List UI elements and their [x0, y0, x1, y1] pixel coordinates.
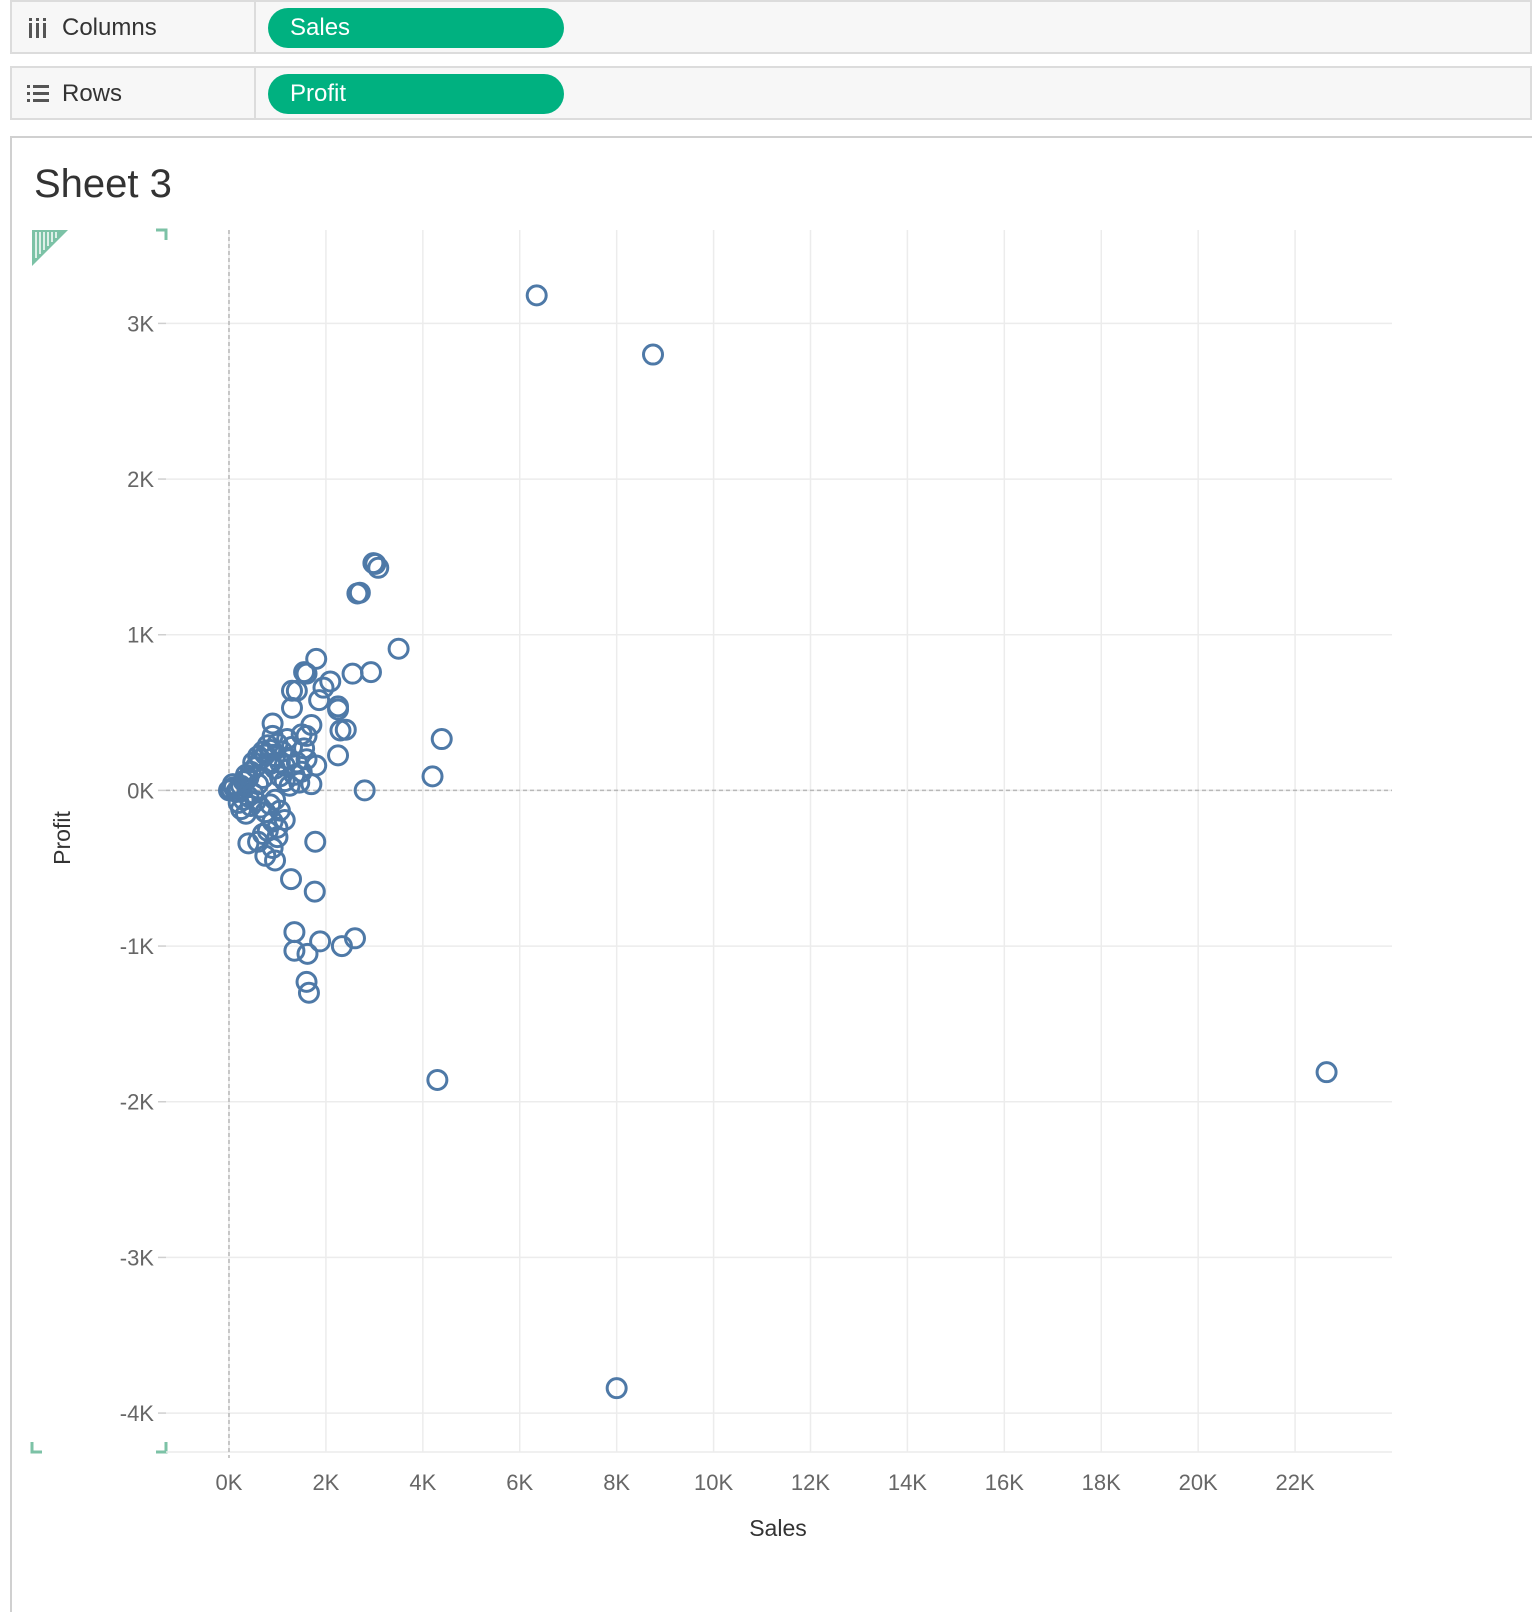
columns-shelf-label-cell: Columns	[12, 2, 256, 52]
y-tick-label: -2K	[120, 1090, 155, 1115]
y-tick-label: -1K	[120, 934, 155, 959]
data-point[interactable]	[387, 637, 410, 660]
data-point[interactable]	[295, 662, 318, 685]
data-point[interactable]	[367, 556, 390, 579]
data-point[interactable]	[327, 695, 350, 718]
data-points	[217, 284, 1338, 1400]
sales-pill[interactable]: Sales	[268, 8, 564, 48]
data-point[interactable]	[303, 880, 326, 903]
profit-pill[interactable]: Profit	[268, 74, 564, 114]
data-point[interactable]	[605, 1377, 628, 1400]
data-point[interactable]	[359, 661, 382, 684]
data-point[interactable]	[341, 662, 364, 685]
data-point[interactable]	[304, 830, 327, 853]
data-point[interactable]	[430, 728, 453, 751]
y-tick-label: 2K	[127, 467, 154, 492]
y-tick-label: -4K	[120, 1401, 155, 1426]
data-point[interactable]	[261, 712, 284, 735]
y-axis-ticks: 3K 2K 1K 0K -1K -2K -3K -4K	[120, 311, 166, 1426]
data-point[interactable]	[426, 1068, 449, 1091]
rows-shelf-label: Rows	[62, 80, 123, 107]
data-point[interactable]	[280, 868, 303, 891]
data-point[interactable]	[283, 921, 306, 944]
sheet-title: Sheet 3	[34, 162, 172, 206]
data-point[interactable]	[280, 696, 303, 719]
x-tick-label: 20K	[1179, 1470, 1218, 1495]
data-point[interactable]	[353, 779, 376, 802]
columns-icon	[29, 18, 46, 38]
data-point[interactable]	[346, 582, 369, 605]
data-point[interactable]	[305, 647, 328, 670]
data-point[interactable]	[362, 552, 385, 575]
data-point[interactable]	[309, 930, 332, 953]
rows-shelf: Rows Profit	[10, 66, 1532, 120]
x-tick-label: 2K	[312, 1470, 339, 1495]
data-point[interactable]	[283, 939, 306, 962]
data-point[interactable]	[327, 744, 350, 767]
data-point[interactable]	[308, 689, 331, 712]
y-tick-label: 0K	[127, 778, 154, 803]
x-tick-label: 0K	[216, 1470, 243, 1495]
data-point[interactable]	[273, 754, 296, 777]
columns-shelf: Columns Sales	[10, 0, 1532, 54]
data-point[interactable]	[288, 771, 311, 794]
data-point[interactable]	[278, 774, 301, 797]
data-point[interactable]	[237, 832, 260, 855]
data-point[interactable]	[264, 849, 287, 872]
data-point[interactable]	[264, 788, 287, 811]
data-point[interactable]	[1315, 1061, 1338, 1084]
rows-icon	[27, 85, 49, 102]
x-tick-label: 18K	[1082, 1470, 1121, 1495]
x-tick-label: 16K	[985, 1470, 1024, 1495]
data-point[interactable]	[329, 719, 352, 742]
x-tick-label: 22K	[1276, 1470, 1315, 1495]
x-axis-title: Sales	[749, 1515, 807, 1541]
rows-shelf-label-cell: Rows	[12, 68, 256, 118]
data-point[interactable]	[295, 748, 318, 771]
zero-lines	[166, 230, 1392, 1458]
data-point[interactable]	[421, 765, 444, 788]
data-point[interactable]	[642, 343, 665, 366]
y-axis-title: Profit	[49, 811, 75, 865]
data-point[interactable]	[295, 970, 318, 993]
x-tick-label: 6K	[506, 1470, 533, 1495]
x-tick-label: 12K	[791, 1470, 830, 1495]
resize-corner-icon[interactable]	[32, 230, 68, 266]
scatter-chart: 0K 2K 4K 6K 8K 10K 12K 14K 16K 18K 20K 22K 3K 2K 1K 0K…	[30, 228, 1392, 1541]
x-tick-label: 14K	[888, 1470, 927, 1495]
data-point[interactable]	[297, 981, 320, 1004]
x-tick-label: 8K	[603, 1470, 630, 1495]
gridlines	[166, 230, 1392, 1453]
y-tick-label: 3K	[127, 311, 154, 336]
data-point[interactable]	[319, 670, 342, 693]
y-tick-label: -3K	[120, 1245, 155, 1270]
data-point[interactable]	[251, 766, 274, 789]
x-axis-ticks: 0K 2K 4K 6K 8K 10K 12K 14K 16K 18K 20K 22K	[216, 1470, 1315, 1495]
columns-shelf-label: Columns	[62, 14, 157, 41]
data-point[interactable]	[296, 942, 319, 965]
x-tick-label: 4K	[409, 1470, 436, 1495]
data-point[interactable]	[293, 737, 316, 760]
data-point[interactable]	[259, 738, 282, 761]
data-point[interactable]	[525, 284, 548, 307]
data-point[interactable]	[330, 935, 353, 958]
x-tick-label: 10K	[694, 1470, 733, 1495]
y-tick-label: 1K	[127, 623, 154, 648]
data-point[interactable]	[312, 676, 335, 699]
worksheet: Sheet 3 0K 2K 4K 6K 8K 10K 12K 14K 16K 18K 20K 22K …	[10, 136, 1532, 1612]
